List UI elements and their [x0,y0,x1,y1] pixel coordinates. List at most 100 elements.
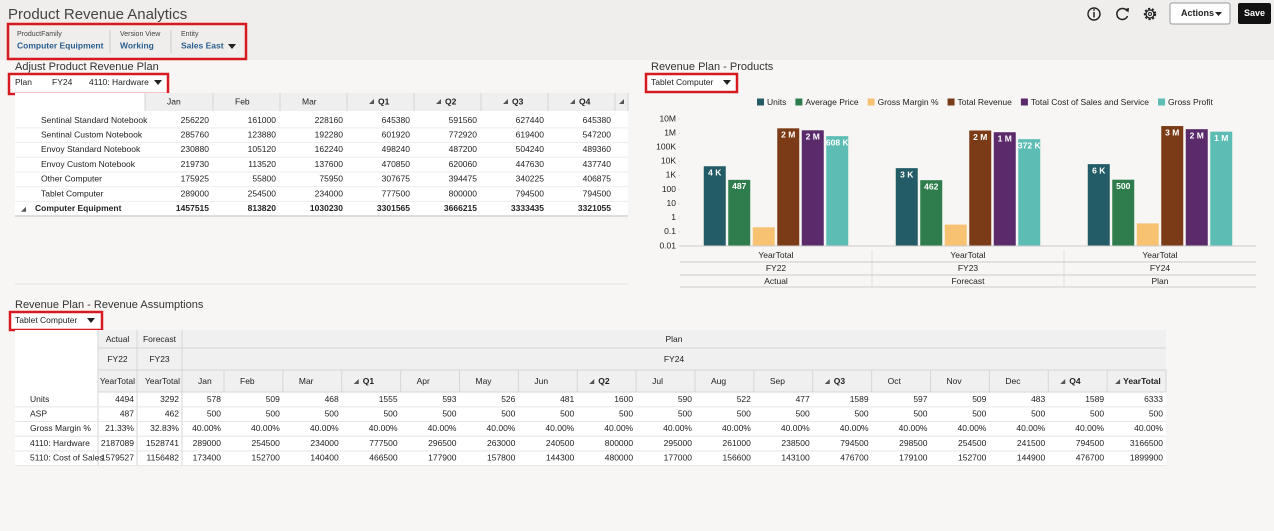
cell[interactable]: 794500 [840,438,869,448]
cell[interactable]: 487200 [449,144,478,154]
cell[interactable]: 162240 [315,144,344,154]
legend-label[interactable]: Units [767,97,786,107]
cell[interactable]: 500 [854,408,868,418]
cell[interactable]: 40.00% [369,423,398,433]
cell[interactable]: 40.00% [1016,423,1045,433]
cell[interactable]: 254500 [252,438,281,448]
cell[interactable]: 40.00% [428,423,457,433]
cell[interactable]: 500 [972,408,986,418]
cell[interactable]: 481 [560,394,574,404]
cell[interactable]: 601920 [382,129,411,139]
cell[interactable]: 522 [737,394,751,404]
cell[interactable]: 40.00% [1134,423,1163,433]
cell[interactable]: 777500 [369,438,398,448]
cell[interactable]: 627440 [516,115,545,125]
cell[interactable]: 772920 [449,129,478,139]
cell[interactable]: 144900 [1017,453,1046,463]
cell[interactable]: 298500 [899,438,928,448]
cell[interactable]: 509 [972,394,986,404]
cell[interactable]: 219730 [181,159,210,169]
cell[interactable]: 500 [1149,408,1163,418]
cell[interactable]: 256220 [181,115,210,125]
cell[interactable]: 289000 [193,438,222,448]
assumptions-selector[interactable]: Tablet Computer [15,315,78,325]
cell[interactable]: 794500 [1076,438,1105,448]
cell[interactable]: 777500 [382,188,411,198]
cell[interactable]: 645380 [583,115,612,125]
info-icon[interactable] [1087,7,1101,21]
dropdown-arrow[interactable] [87,318,95,323]
cell[interactable]: 476700 [840,453,869,463]
cell[interactable]: 500 [913,408,927,418]
pov-value[interactable]: Computer Equipment [17,40,104,50]
pov-dropdown-arrow[interactable] [228,44,236,49]
cell[interactable]: 800000 [449,188,478,198]
cell[interactable]: 40.00% [251,423,280,433]
cell[interactable]: 500 [619,408,633,418]
legend-label[interactable]: Gross Margin % [878,97,939,107]
cell[interactable]: 234000 [315,188,344,198]
cell[interactable]: 500 [737,408,751,418]
cell[interactable]: 254500 [248,188,277,198]
cell[interactable]: 157800 [487,453,516,463]
cell[interactable]: 40.00% [604,423,633,433]
cell[interactable]: 500 [442,408,456,418]
cell[interactable]: 498240 [382,144,411,154]
cell[interactable]: 161000 [248,115,277,125]
cell[interactable]: 800000 [605,438,634,448]
cell[interactable]: 6333 [1144,394,1163,404]
cell[interactable]: 40.00% [663,423,692,433]
cell[interactable]: 241500 [1017,438,1046,448]
cell[interactable]: 238500 [781,438,810,448]
cell[interactable]: 466500 [369,453,398,463]
cell[interactable]: 143100 [781,453,810,463]
cell[interactable]: 55800 [252,174,276,184]
cell[interactable]: 509 [266,394,280,404]
dropdown-arrow[interactable] [154,80,162,85]
cell[interactable]: 483 [1031,394,1045,404]
cell[interactable]: 468 [325,394,339,404]
cell[interactable]: 40.00% [781,423,810,433]
cell[interactable]: 480000 [605,453,634,463]
cell[interactable]: 447630 [516,159,545,169]
cell[interactable]: 192280 [315,129,344,139]
cell[interactable]: 40.00% [958,423,987,433]
cell[interactable]: 40.00% [1075,423,1104,433]
cell[interactable]: 500 [266,408,280,418]
cell[interactable]: 254500 [958,438,987,448]
cell[interactable]: 526 [501,394,515,404]
cell[interactable]: 152700 [958,453,987,463]
cell[interactable]: 406875 [583,174,612,184]
cell[interactable]: 156600 [723,453,752,463]
cell[interactable]: 261000 [723,438,752,448]
cell[interactable]: 500 [207,408,221,418]
cell[interactable]: 152700 [252,453,281,463]
cell[interactable]: 263000 [487,438,516,448]
cell[interactable]: 500 [796,408,810,418]
cell[interactable]: 285760 [181,129,210,139]
cell[interactable]: 500 [1031,408,1045,418]
cell[interactable]: 794500 [583,188,612,198]
cell[interactable]: 437740 [583,159,612,169]
cell[interactable]: 140400 [310,453,339,463]
cell[interactable]: 500 [501,408,515,418]
cell[interactable]: 500 [678,408,692,418]
chart-selector[interactable]: Tablet Computer [651,77,714,87]
cell[interactable]: 500 [383,408,397,418]
cell[interactable]: 177900 [428,453,457,463]
cell[interactable]: 40.00% [899,423,928,433]
dropdown-arrow[interactable] [723,80,731,85]
legend-label[interactable]: Average Price [805,97,859,107]
cell[interactable]: 340225 [516,174,545,184]
cell[interactable]: 307675 [382,174,411,184]
cell[interactable]: 476700 [1076,453,1105,463]
cell[interactable]: 578 [207,394,221,404]
cell[interactable]: 289000 [181,188,210,198]
cell[interactable]: 500 [325,408,339,418]
cell[interactable]: 40.00% [487,423,516,433]
refresh-icon[interactable] [1116,7,1129,21]
cell[interactable]: 3166500 [1130,438,1163,448]
cell[interactable]: 591560 [449,115,478,125]
cell[interactable]: 1899900 [1130,453,1163,463]
save-button[interactable]: Save [1238,3,1271,24]
